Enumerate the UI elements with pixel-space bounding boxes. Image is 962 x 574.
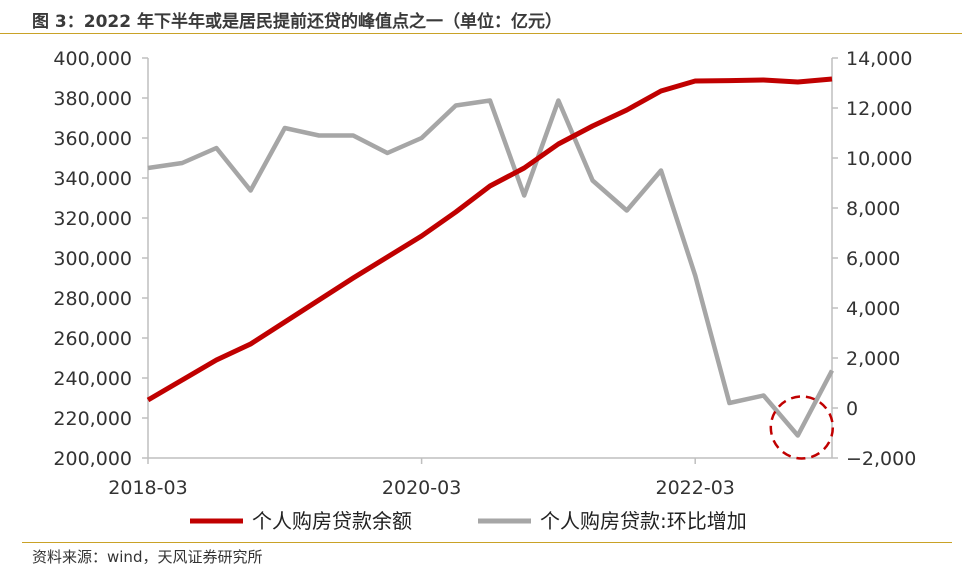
left-tick-label: 360,000 [53,128,132,150]
left-tick-label: 260,000 [53,328,132,350]
right-tick-label: 10,000 [846,148,912,170]
annotation-dashed-circle [769,395,835,460]
left-tick-label: 240,000 [53,368,132,390]
series-line-balance [146,76,833,403]
x-tick-label: 2018-03 [108,477,187,499]
right-tick-label: 4,000 [846,298,900,320]
legend-label: 个人购房贷款余额 [252,509,412,533]
left-tick-label: 340,000 [53,168,132,190]
right-tick-label: 14,000 [846,48,912,70]
chart-title: 图 3：2022 年下半年或是居民提前还贷的峰值点之一（单位：亿元） [32,12,562,32]
right-tick-label: 12,000 [846,98,912,120]
left-tick-label: 300,000 [53,248,132,270]
right-tick-label: 6,000 [846,248,900,270]
right-tick-label: −2,000 [846,448,916,470]
annotations [769,395,835,460]
source-note: 资料来源：wind，天风证券研究所 [32,548,263,566]
right-tick-label: 0 [846,398,858,420]
x-tick-label: 2020-03 [382,477,461,499]
left-tick-label: 220,000 [53,408,132,430]
footer-divider [22,542,952,543]
series-lines [146,76,834,438]
series-line-mom-increase [147,98,834,438]
legend: 个人购房贷款余额 个人购房贷款:环比增加 [190,509,747,533]
legend-label: 个人购房贷款:环比增加 [540,509,747,533]
right-tick-label: 2,000 [846,348,900,370]
left-tick-label: 280,000 [53,288,132,310]
right-tick-label: 8,000 [846,198,900,220]
left-tick-label: 200,000 [53,448,132,470]
title-bar: 图 3：2022 年下半年或是居民提前还贷的峰值点之一（单位：亿元） [0,0,962,34]
left-tick-label: 380,000 [53,88,132,110]
left-tick-label: 320,000 [53,208,132,230]
x-tick-label: 2022-03 [656,477,735,499]
left-tick-label: 400,000 [53,48,132,70]
axes: 200,000 220,000 240,000 260,000 280,000 300,0… [53,48,916,499]
